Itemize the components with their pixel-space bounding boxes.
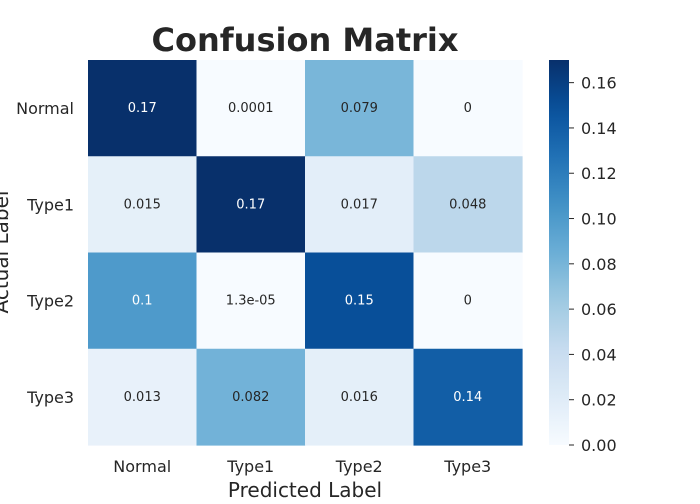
x-tick-labels: Normal Type1 Type2 Type3: [113, 457, 491, 476]
heatmap-cell: [305, 348, 415, 446]
colorbar-tick-label: 0.16: [581, 74, 617, 93]
y-tick-label: Normal: [16, 99, 74, 118]
x-tick-label: Type3: [443, 457, 491, 476]
heatmap-cell: [196, 252, 306, 350]
heatmap-cell: [88, 348, 198, 446]
colorbar-tick-label: 0.02: [581, 391, 617, 410]
cell-annotation: 0.082: [232, 390, 269, 405]
cell-annotation: 0.079: [341, 101, 378, 116]
x-axis-label: Predicted Label: [228, 478, 382, 500]
x-tick-label: Normal: [113, 457, 171, 476]
cell-annotation: 0.14: [453, 390, 482, 405]
colorbar-ticks: 0.00 0.02 0.04 0.06 0.08 0.10 0.12 0.14 0.16: [569, 74, 617, 455]
colorbar-tick-label: 0.14: [581, 119, 617, 138]
chart-title: Confusion Matrix: [152, 21, 459, 59]
cell-annotation: 0.15: [345, 294, 374, 309]
x-tick-label: Type2: [335, 457, 383, 476]
heatmap-cell: [413, 348, 523, 446]
colorbar-tick-label: 0.10: [581, 210, 617, 229]
heatmap-cells: 0.17 0.0001 0.079 0 0.015 0.17 0.017 0.048 0.1 1.…: [88, 60, 523, 446]
heatmap-cell: [196, 60, 306, 157]
heatmap-cell: [413, 60, 523, 157]
cell-annotation: 0.017: [341, 197, 378, 212]
cell-annotation: 0.17: [128, 101, 157, 116]
heatmap-cell: [196, 156, 306, 254]
cell-annotation: 0.013: [124, 390, 161, 405]
colorbar-tick-label: 0.04: [581, 345, 617, 364]
colorbar-tick-label: 0.12: [581, 164, 617, 183]
y-tick-labels: Normal Type1 Type2 Type3: [16, 99, 74, 407]
cell-annotation: 0.1: [132, 294, 153, 309]
cell-annotation: 0: [464, 294, 472, 309]
y-tick-label: Type3: [26, 388, 74, 407]
y-axis-label: Actual Label: [0, 191, 13, 314]
cell-annotation: 0.016: [341, 390, 378, 405]
x-tick-label: Type1: [226, 457, 274, 476]
colorbar-tick-label: 0.06: [581, 300, 617, 319]
heatmap-cell: [88, 156, 198, 254]
y-tick-label: Type1: [26, 195, 74, 214]
cell-annotation: 0.17: [236, 197, 265, 212]
heatmap-cell: [305, 156, 415, 254]
cell-annotation: 0.048: [449, 197, 486, 212]
colorbar-tick-label: 0.08: [581, 255, 617, 274]
heatmap-cell: [88, 60, 198, 157]
cell-annotation: 1.3e-05: [226, 294, 276, 309]
colorbar-tick-label: 0.00: [581, 436, 617, 455]
heatmap-cell: [88, 252, 198, 350]
heatmap-cell: [305, 60, 415, 157]
heatmap-cell: [196, 348, 306, 446]
cell-annotation: 0.0001: [228, 101, 274, 116]
y-tick-label: Type2: [26, 292, 74, 311]
cell-annotation: 0: [464, 101, 472, 116]
colorbar: [549, 60, 569, 445]
heatmap-cell: [413, 156, 523, 254]
heatmap-cell: [413, 252, 523, 350]
cell-annotation: 0.015: [124, 197, 161, 212]
heatmap-cell: [305, 252, 415, 350]
